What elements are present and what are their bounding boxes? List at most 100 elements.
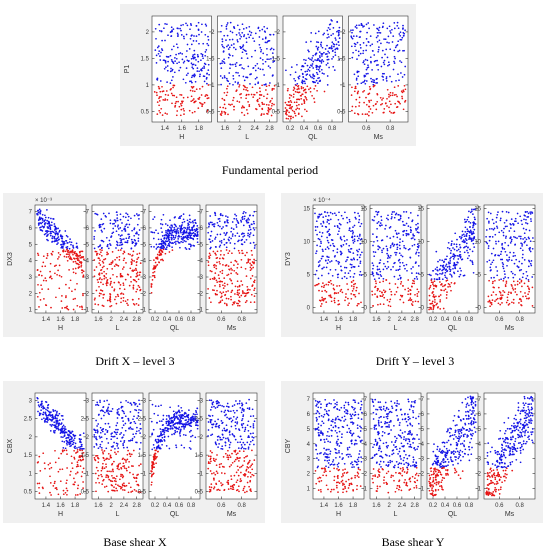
scatter-point [388,256,391,259]
scatter-point [67,253,69,256]
scatter-point [220,227,223,230]
scatter-point [386,97,388,100]
scatter-point [162,213,165,216]
scatter-point [102,222,105,225]
scatter-point [62,447,65,449]
scatter-point [492,247,495,250]
scatter-point [228,250,231,252]
scatter-point [195,229,198,231]
y-tick-label: 7 [86,210,90,216]
scatter-point [444,288,447,291]
scatter-point [233,25,235,28]
scatter-point [350,258,352,261]
scatter-point [224,293,227,296]
scatter-point [261,38,264,40]
scatter-point [132,449,135,452]
scatter-point [182,108,185,110]
scatter-point [389,237,392,239]
scatter-point [138,429,140,432]
scatter-point [290,107,293,110]
scatter-point [528,260,531,263]
scatter-point [352,276,355,278]
scatter-point [122,420,124,422]
scatter-point [326,29,329,32]
scatter-point [137,256,140,259]
scatter-point [519,235,522,238]
scatter-point [172,61,174,63]
scatter-point [486,217,488,220]
scatter-point [373,240,375,243]
scatter-point [105,466,108,468]
scatter-point [130,453,133,456]
scatter-point [391,242,394,245]
scatter-point [180,108,183,111]
scatter-point [362,49,365,52]
scatter-point [438,278,441,280]
scatter-point [351,86,353,89]
scatter-point [119,272,122,275]
scatter-point [133,420,136,423]
scatter-point [128,482,130,485]
scatter-point [397,278,400,281]
scatter-point [161,85,163,88]
scatter-point [358,273,361,276]
scatter-point [195,35,198,37]
scatter-point [219,253,222,256]
scatter-point [65,246,68,249]
scatter-point [130,238,133,241]
scatter-point [309,58,311,61]
drift-x-caption: Drift X – level 3 [95,354,175,368]
scatter-point [358,105,360,107]
scatter-point [340,214,343,217]
scatter-point [373,215,376,218]
scatter-point [211,221,213,224]
scatter-point [158,87,161,90]
scatter-point [121,416,124,419]
scatter-point [521,262,523,265]
scatter-point [434,268,437,270]
scatter-point [179,246,181,249]
scatter-point [371,43,374,46]
scatter-point [350,293,353,295]
scatter-point [498,279,501,281]
x-tick-label: 2.4 [398,317,407,323]
scatter-point [525,270,528,273]
scatter-point [510,240,513,243]
scatter-point [415,223,417,226]
scatter-point [154,267,156,270]
scatter-point [353,283,355,286]
scatter-point [326,84,329,86]
scatter-point [513,262,516,265]
scatter-point [264,60,267,63]
scatter-point [253,228,256,231]
scatter-point [504,225,507,228]
scatter-point [207,44,210,47]
scatter-point [53,265,56,267]
scatter-point [304,62,307,65]
scatter-point [54,225,57,228]
scatter-point [111,462,114,465]
scatter-point [265,85,268,88]
scatter-point [190,232,192,235]
scatter-point [229,104,232,106]
scatter-point [44,265,47,268]
scatter-point [108,413,110,416]
scatter-point [399,217,402,220]
scatter-point [93,436,96,438]
scatter-point [245,89,247,91]
scatter-point [348,220,351,223]
scatter-point [268,58,270,61]
scatter-point [182,213,185,215]
scatter-point [193,110,196,113]
scatter-point [125,237,128,240]
scatter-point [292,93,295,96]
scatter-point [109,222,112,225]
scatter-point [368,110,370,113]
scatter-point [199,88,201,90]
scatter-point [328,47,331,49]
scatter-point [122,259,125,262]
scatter-point [188,109,191,112]
scatter-point [191,99,194,102]
scatter-point [467,216,470,219]
scatter-point [221,295,223,298]
